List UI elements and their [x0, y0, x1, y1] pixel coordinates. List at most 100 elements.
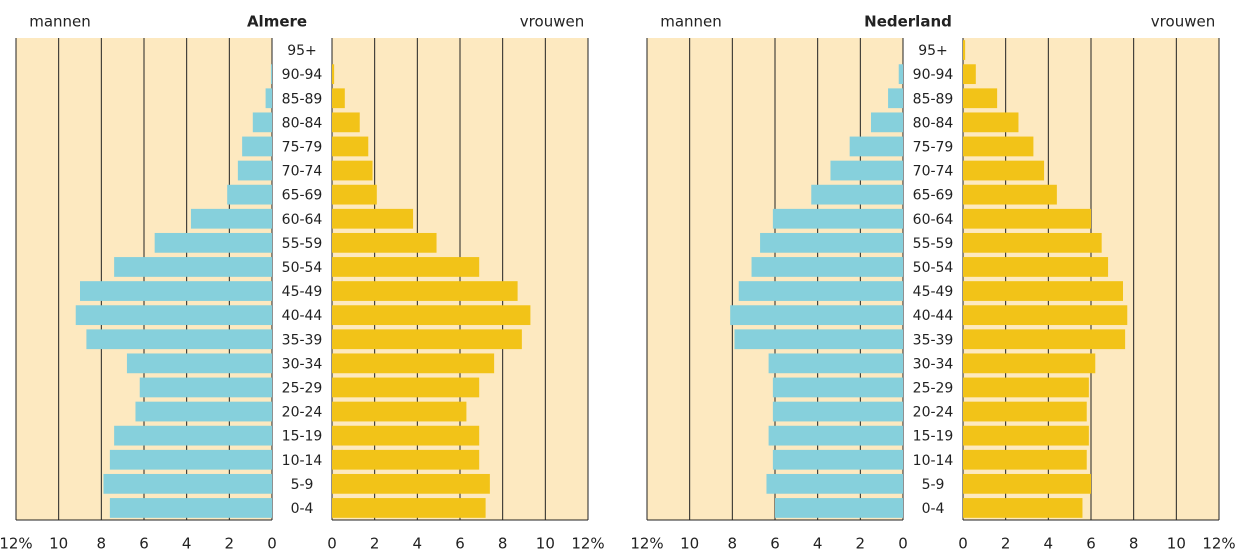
- age-label: 85-89: [913, 91, 954, 107]
- x-tick-label: 12%: [571, 535, 604, 553]
- bar: [738, 281, 903, 301]
- age-label: 85-89: [282, 91, 323, 107]
- legend-label: vrouwen: [520, 13, 584, 31]
- x-tick-label: 8: [1129, 535, 1139, 553]
- bar: [332, 136, 369, 157]
- age-label: 80-84: [913, 115, 954, 131]
- chart-title: Almere: [247, 13, 307, 31]
- bar: [963, 305, 1128, 326]
- x-tick-label: 12%: [630, 535, 663, 553]
- legend-label: mannen: [660, 13, 722, 31]
- age-label: 40-44: [282, 308, 323, 324]
- bar: [963, 329, 1126, 350]
- bar: [963, 257, 1109, 277]
- bar: [332, 281, 518, 301]
- age-label: 25-29: [913, 380, 954, 396]
- age-label: 75-79: [282, 139, 323, 155]
- bar: [332, 401, 467, 422]
- bar: [849, 136, 903, 157]
- bar: [265, 88, 272, 109]
- legend-label: mannen: [29, 13, 91, 31]
- bar: [963, 112, 1019, 133]
- bar: [109, 498, 272, 518]
- bar: [775, 498, 903, 518]
- bar: [332, 377, 480, 398]
- bar: [252, 112, 272, 133]
- bar: [871, 112, 903, 133]
- x-tick-label: 8: [728, 535, 738, 553]
- x-tick-label: 6: [455, 535, 465, 553]
- age-label: 75-79: [913, 139, 954, 155]
- bar: [332, 88, 345, 109]
- bar: [270, 64, 272, 85]
- bar: [766, 473, 903, 494]
- age-label: 25-29: [282, 380, 323, 396]
- bar: [332, 353, 495, 374]
- bar: [772, 401, 903, 422]
- age-label: 30-34: [913, 356, 954, 372]
- bar: [768, 425, 903, 446]
- x-tick-label: 10: [536, 535, 555, 553]
- bar: [760, 232, 903, 253]
- bar: [103, 473, 272, 494]
- bar: [768, 353, 903, 374]
- bar: [963, 88, 998, 109]
- bar: [332, 473, 490, 494]
- age-label: 60-64: [282, 212, 323, 228]
- bar: [332, 329, 522, 350]
- x-tick-label: 10: [49, 535, 68, 553]
- legend-label: vrouwen: [1151, 13, 1215, 31]
- age-label: 90-94: [913, 67, 954, 83]
- bar: [332, 232, 437, 253]
- bar: [154, 232, 272, 253]
- age-label: 95+: [287, 43, 317, 59]
- x-tick-label: 6: [770, 535, 780, 553]
- age-label: 5-9: [922, 477, 945, 493]
- x-tick-label: 2: [1001, 535, 1011, 553]
- bar: [332, 160, 373, 181]
- x-tick-label: 4: [413, 535, 423, 553]
- age-label: 45-49: [282, 284, 323, 300]
- age-label: 50-54: [282, 260, 323, 276]
- bar: [830, 160, 903, 181]
- x-tick-label: 6: [139, 535, 149, 553]
- bar: [332, 257, 480, 277]
- age-label: 45-49: [913, 284, 954, 300]
- bar: [888, 88, 903, 109]
- age-label: 55-59: [913, 236, 954, 252]
- bar: [963, 353, 1096, 374]
- bar: [963, 401, 1087, 422]
- bar: [109, 449, 272, 470]
- age-label: 95+: [918, 43, 948, 59]
- bar: [963, 64, 976, 85]
- age-label: 10-14: [913, 453, 954, 469]
- bar: [772, 377, 903, 398]
- x-tick-label: 0: [267, 535, 277, 553]
- age-label: 5-9: [291, 477, 314, 493]
- x-tick-label: 12%: [1202, 535, 1235, 553]
- bar: [963, 208, 1091, 229]
- bar: [332, 208, 414, 229]
- age-label: 90-94: [282, 67, 323, 83]
- bar: [963, 377, 1089, 398]
- bar: [332, 64, 335, 85]
- age-label: 15-19: [913, 429, 954, 445]
- bar: [86, 329, 273, 350]
- x-tick-label: 0: [898, 535, 908, 553]
- age-label: 80-84: [282, 115, 323, 131]
- bar: [190, 208, 272, 229]
- age-label: 20-24: [282, 405, 323, 421]
- bar: [135, 401, 272, 422]
- age-label: 65-69: [913, 188, 954, 204]
- age-label: 40-44: [913, 308, 954, 324]
- bar: [114, 425, 272, 446]
- bar: [811, 184, 903, 205]
- bar: [963, 136, 1034, 157]
- bar: [242, 136, 272, 157]
- bar: [963, 40, 966, 60]
- age-label: 35-39: [282, 332, 323, 348]
- bar: [963, 449, 1087, 470]
- bar: [75, 305, 272, 326]
- age-label: 60-64: [913, 212, 954, 228]
